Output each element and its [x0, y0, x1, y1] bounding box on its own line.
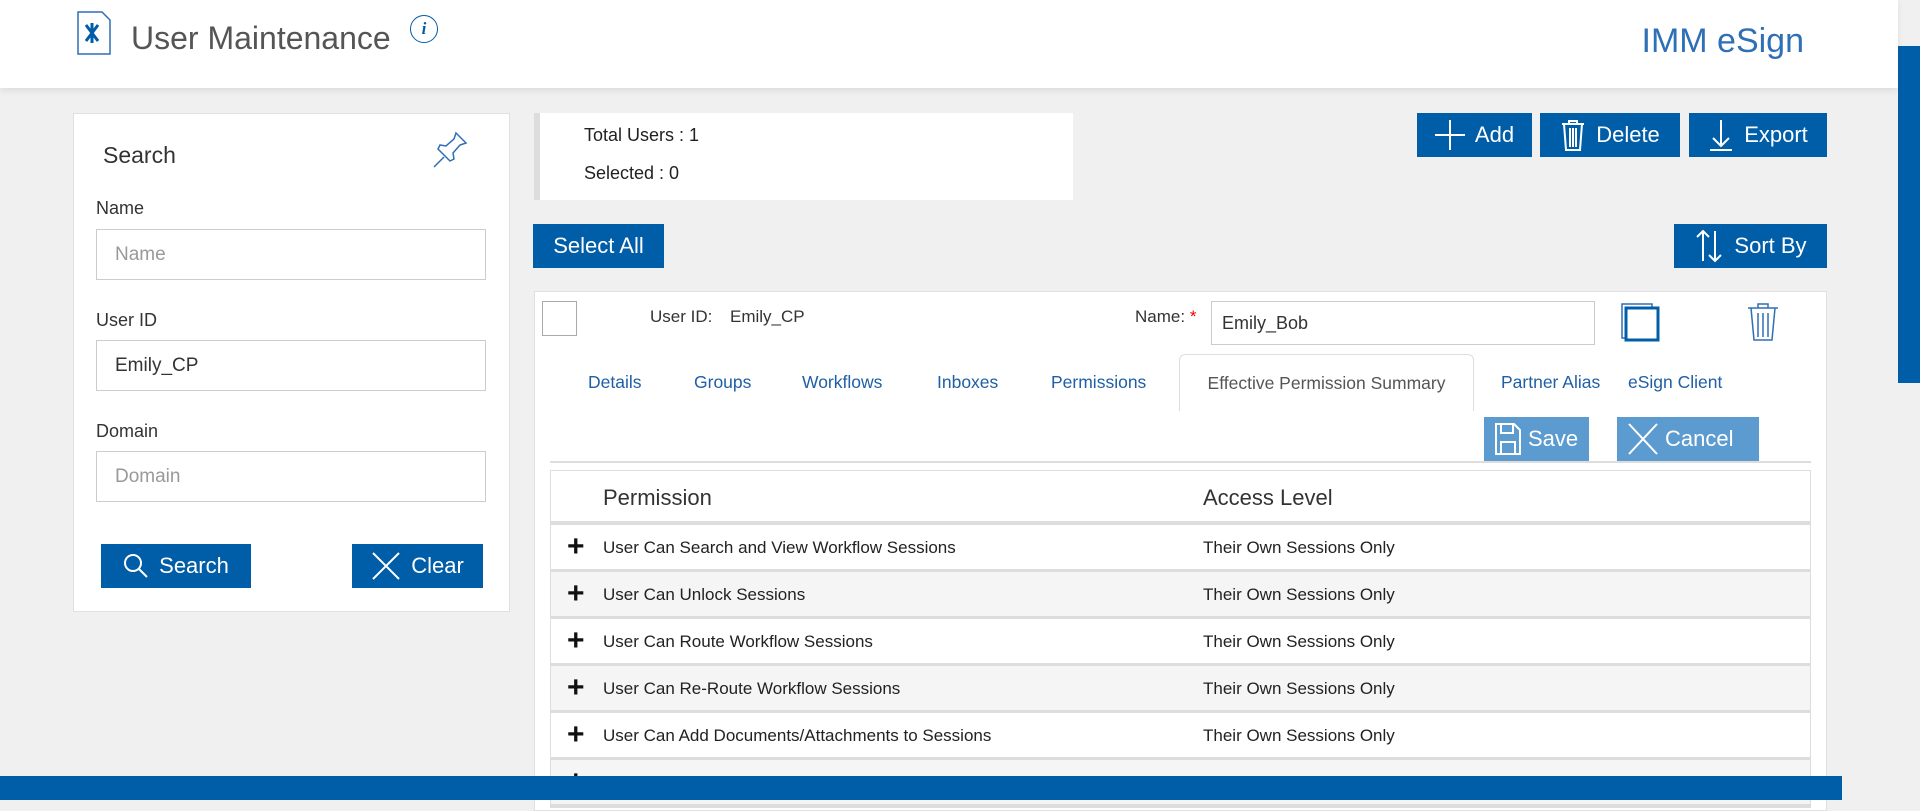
sort-by-label: Sort By	[1734, 233, 1807, 258]
permission-table: Permission Access Level + User Can Search…	[550, 470, 1811, 808]
brand-name: IMM eSign	[1641, 22, 1805, 60]
export-label: Export	[1744, 122, 1808, 147]
access-level: Their Own Sessions Only	[1203, 726, 1395, 745]
footer-bar	[0, 776, 1842, 800]
export-button[interactable]: Export	[1689, 113, 1827, 157]
user-select-checkbox[interactable]	[542, 301, 577, 336]
search-panel: Search Name User ID Domain Search Clear	[73, 113, 510, 612]
tab-esign-client[interactable]: eSign Client	[1628, 372, 1723, 392]
tab-workflows[interactable]: Workflows	[802, 372, 883, 392]
tab-groups[interactable]: Groups	[694, 372, 752, 392]
clear-button[interactable]: Clear	[352, 544, 483, 588]
table-header: Permission Access Level	[551, 471, 1810, 525]
access-level: Their Own Sessions Only	[1203, 538, 1395, 557]
user-id-value: Emily_CP	[730, 307, 805, 326]
expand-icon[interactable]: +	[567, 530, 585, 563]
delete-user-icon[interactable]	[1745, 302, 1781, 342]
save-label: Save	[1528, 426, 1579, 451]
user-maintenance-logo-icon	[77, 11, 111, 55]
permission-name: User Can Route Workflow Sessions	[603, 632, 873, 651]
column-header-permission: Permission	[603, 485, 712, 510]
tab-details[interactable]: Details	[588, 372, 642, 392]
scrollbar-thumb[interactable]	[1898, 46, 1920, 383]
column-header-access-level: Access Level	[1203, 485, 1333, 510]
tab-partner-alias[interactable]: Partner Alias	[1501, 372, 1601, 392]
add-label: Add	[1474, 122, 1515, 147]
table-row[interactable]: + User Can Route Workflow Sessions Their O…	[551, 619, 1810, 666]
delete-label: Delete	[1596, 122, 1660, 147]
search-button-label: Search	[159, 553, 229, 578]
permission-name: User Can Add Documents/Attachments to Se…	[603, 726, 992, 745]
page-title: User Maintenance	[131, 20, 391, 56]
save-button[interactable]: Save	[1484, 417, 1589, 461]
close-icon	[1628, 423, 1658, 455]
required-marker: *	[1189, 307, 1197, 326]
tab-effective-permission-summary[interactable]: Effective Permission Summary	[1179, 354, 1474, 411]
plus-icon	[1434, 120, 1465, 150]
name-label: Name	[96, 198, 145, 218]
search-button[interactable]: Search	[101, 544, 251, 588]
expand-icon[interactable]: +	[567, 624, 585, 657]
sort-icon	[1696, 229, 1723, 263]
delete-button[interactable]: Delete	[1540, 113, 1680, 157]
domain-label: Domain	[96, 421, 159, 441]
user-id-input[interactable]	[96, 340, 486, 391]
close-icon	[372, 552, 400, 580]
access-level: Their Own Sessions Only	[1203, 679, 1395, 698]
expand-icon[interactable]: +	[567, 577, 585, 610]
user-id-field-label: User ID:	[650, 307, 713, 326]
tab-inboxes[interactable]: Inboxes	[937, 372, 999, 392]
permission-name: User Can Re-Route Workflow Sessions	[603, 679, 901, 698]
selected-count: Selected : 0	[584, 163, 680, 183]
name-field-label: Name: *	[1135, 307, 1196, 327]
user-tabs: Details Groups Workflows Inboxes Permiss…	[535, 354, 1826, 411]
expand-icon[interactable]: +	[567, 671, 585, 704]
search-icon	[124, 554, 148, 578]
download-icon	[1710, 120, 1733, 151]
save-icon	[1495, 423, 1521, 455]
table-row[interactable]: + User Can Add Documents/Attachments to S…	[551, 713, 1810, 760]
app-header: User Maintenance i IMM eSign	[0, 0, 1898, 88]
table-row[interactable]: + User Can Re-Route Workflow Sessions Thei…	[551, 666, 1810, 713]
cancel-button[interactable]: Cancel	[1617, 417, 1759, 461]
pin-icon[interactable]	[432, 129, 470, 169]
permission-name: User Can Search and View Workflow Sessio…	[603, 538, 956, 557]
sort-by-button[interactable]: Sort By	[1674, 224, 1827, 268]
total-users: Total Users : 1	[584, 125, 700, 145]
access-level: Their Own Sessions Only	[1203, 585, 1395, 604]
expand-icon[interactable]: +	[567, 718, 585, 751]
clear-button-label: Clear	[411, 553, 464, 578]
table-row[interactable]: + User Can Unlock Sessions Their Own Sessi…	[551, 572, 1810, 619]
user-id-label: User ID	[96, 310, 158, 330]
info-icon[interactable]: i	[410, 15, 438, 43]
user-name-input[interactable]	[1211, 301, 1595, 345]
access-level: Their Own Sessions Only	[1203, 632, 1395, 651]
tab-permissions[interactable]: Permissions	[1051, 372, 1147, 392]
trash-icon	[1562, 120, 1585, 151]
domain-input[interactable]	[96, 451, 486, 502]
name-input[interactable]	[96, 229, 486, 280]
user-stats: Total Users : 1 Selected : 0	[534, 113, 1073, 200]
copy-icon[interactable]	[1620, 302, 1660, 342]
search-panel-title: Search	[103, 142, 176, 168]
add-button[interactable]: Add	[1417, 113, 1532, 157]
user-card: User ID: Emily_CP Name: * Details Groups…	[534, 291, 1827, 811]
cancel-label: Cancel	[1665, 426, 1734, 451]
name-field-label-text: Name:	[1135, 307, 1186, 326]
select-all-button[interactable]: Select All	[533, 224, 664, 268]
divider	[550, 461, 1811, 463]
permission-name: User Can Unlock Sessions	[603, 585, 806, 604]
table-row[interactable]: + User Can Search and View Workflow Sessi…	[551, 525, 1810, 572]
